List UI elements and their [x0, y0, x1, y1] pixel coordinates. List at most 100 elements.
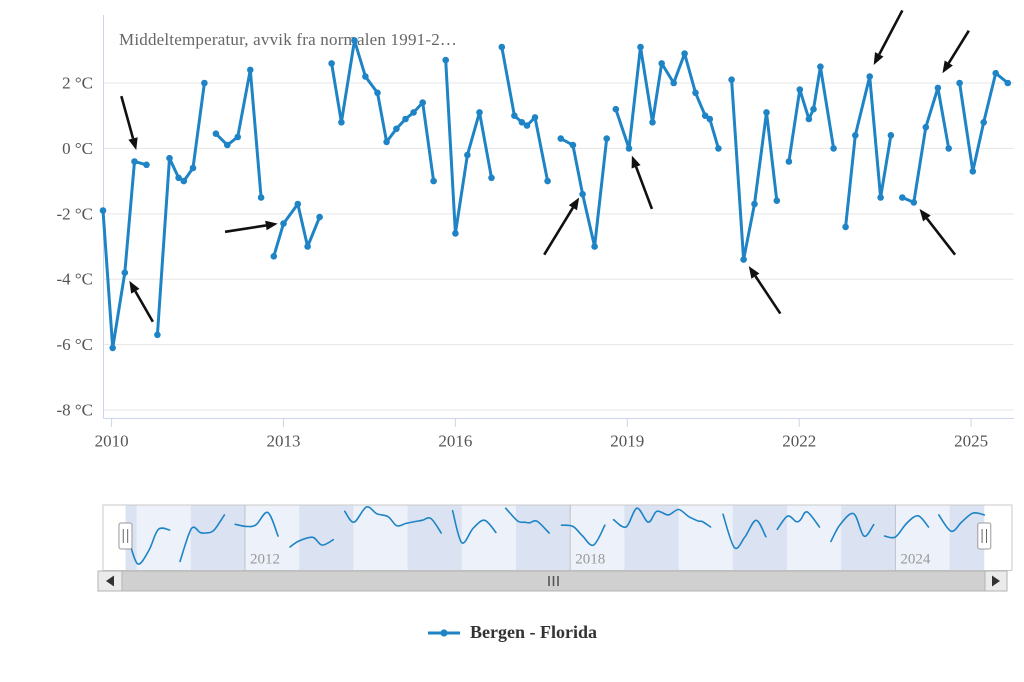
data-point[interactable] — [374, 89, 381, 97]
data-point[interactable] — [224, 141, 231, 149]
series-line-segment[interactable] — [330, 39, 436, 183]
data-point[interactable] — [817, 63, 824, 70]
data-point[interactable] — [980, 119, 987, 126]
data-point[interactable] — [410, 109, 417, 116]
series-line-segment[interactable] — [500, 45, 550, 183]
data-point[interactable] — [751, 200, 758, 208]
data-point[interactable] — [701, 112, 709, 119]
data-point[interactable] — [763, 109, 770, 116]
series-line-segment[interactable] — [444, 58, 493, 235]
navigator-left-handle[interactable] — [118, 522, 133, 550]
series-line-segment[interactable] — [101, 160, 148, 350]
data-point[interactable] — [899, 194, 906, 201]
series-line-segment[interactable] — [844, 75, 893, 229]
data-point[interactable] — [338, 119, 345, 126]
data-point[interactable] — [866, 73, 873, 80]
data-point[interactable] — [670, 79, 677, 87]
series-line-segment[interactable] — [730, 78, 779, 262]
data-point[interactable] — [109, 344, 116, 352]
navigator-handle-icon[interactable] — [118, 522, 133, 550]
data-point[interactable] — [131, 158, 138, 165]
data-point[interactable] — [830, 145, 837, 152]
data-point[interactable] — [143, 161, 150, 169]
data-point[interactable] — [531, 114, 539, 121]
data-point[interactable] — [518, 119, 526, 126]
data-point[interactable] — [557, 135, 565, 142]
series-line-segment[interactable] — [214, 68, 263, 199]
scrollbar-right-button[interactable] — [984, 570, 1008, 592]
data-point[interactable] — [328, 60, 335, 67]
navigator-right-handle[interactable] — [977, 522, 992, 550]
data-point[interactable] — [625, 145, 633, 152]
legend-item-bergen-florida[interactable]: Bergen - Florida — [427, 622, 597, 643]
data-point[interactable] — [956, 79, 963, 87]
data-point[interactable] — [810, 105, 817, 113]
data-point[interactable] — [294, 200, 302, 208]
data-point[interactable] — [362, 73, 369, 80]
data-point[interactable] — [351, 37, 358, 44]
data-point[interactable] — [476, 109, 483, 116]
data-point[interactable] — [706, 115, 714, 123]
data-point[interactable] — [649, 119, 656, 126]
data-point[interactable] — [934, 84, 942, 92]
data-point[interactable] — [180, 177, 188, 185]
series-bergen-florida[interactable] — [99, 37, 1012, 352]
data-point[interactable] — [498, 43, 506, 51]
data-point[interactable] — [603, 135, 610, 142]
data-point[interactable] — [805, 115, 813, 123]
data-point[interactable] — [969, 168, 977, 175]
data-point[interactable] — [715, 145, 722, 152]
data-point[interactable] — [121, 269, 129, 277]
data-point[interactable] — [464, 151, 471, 159]
data-point[interactable] — [452, 230, 459, 237]
data-point[interactable] — [612, 105, 620, 113]
data-point[interactable] — [201, 79, 208, 87]
data-point[interactable] — [393, 125, 400, 133]
data-point[interactable] — [842, 223, 849, 231]
series-line-segment[interactable] — [614, 45, 720, 150]
data-point[interactable] — [796, 86, 804, 93]
data-point[interactable] — [212, 130, 220, 137]
data-point[interactable] — [257, 194, 265, 201]
data-point[interactable] — [579, 190, 586, 198]
data-point[interactable] — [99, 207, 107, 214]
data-point[interactable] — [304, 243, 311, 250]
data-point[interactable] — [280, 220, 287, 227]
data-point[interactable] — [692, 89, 699, 97]
data-point[interactable] — [773, 197, 781, 204]
data-point[interactable] — [247, 66, 254, 74]
data-point[interactable] — [740, 256, 747, 263]
data-point[interactable] — [922, 123, 930, 131]
data-point[interactable] — [910, 199, 918, 206]
scrollbar-left-button[interactable] — [97, 570, 123, 592]
data-point[interactable] — [402, 115, 409, 123]
data-point[interactable] — [430, 177, 437, 185]
data-point[interactable] — [877, 194, 884, 201]
series-line-segment[interactable] — [900, 86, 951, 204]
data-point[interactable] — [569, 141, 577, 149]
data-point[interactable] — [442, 56, 450, 64]
data-point[interactable] — [419, 99, 427, 106]
data-point[interactable] — [658, 60, 665, 67]
data-point[interactable] — [852, 132, 859, 139]
data-point[interactable] — [728, 76, 735, 83]
data-point[interactable] — [523, 122, 531, 129]
series-line-segment[interactable] — [272, 202, 322, 258]
data-point[interactable] — [166, 154, 173, 162]
data-point[interactable] — [383, 138, 390, 146]
data-point[interactable] — [175, 174, 182, 182]
data-point[interactable] — [544, 177, 551, 185]
data-point[interactable] — [316, 213, 323, 221]
navigator-handle-icon[interactable] — [977, 522, 992, 550]
data-point[interactable] — [785, 158, 793, 165]
data-point[interactable] — [591, 243, 598, 250]
data-point[interactable] — [637, 43, 644, 51]
data-point[interactable] — [488, 174, 495, 182]
data-point[interactable] — [681, 50, 688, 57]
data-point[interactable] — [511, 112, 518, 119]
data-point[interactable] — [887, 132, 895, 139]
series-line-segment[interactable] — [155, 81, 206, 337]
data-point[interactable] — [1004, 79, 1012, 87]
data-point[interactable] — [189, 164, 197, 172]
data-point[interactable] — [234, 133, 241, 141]
